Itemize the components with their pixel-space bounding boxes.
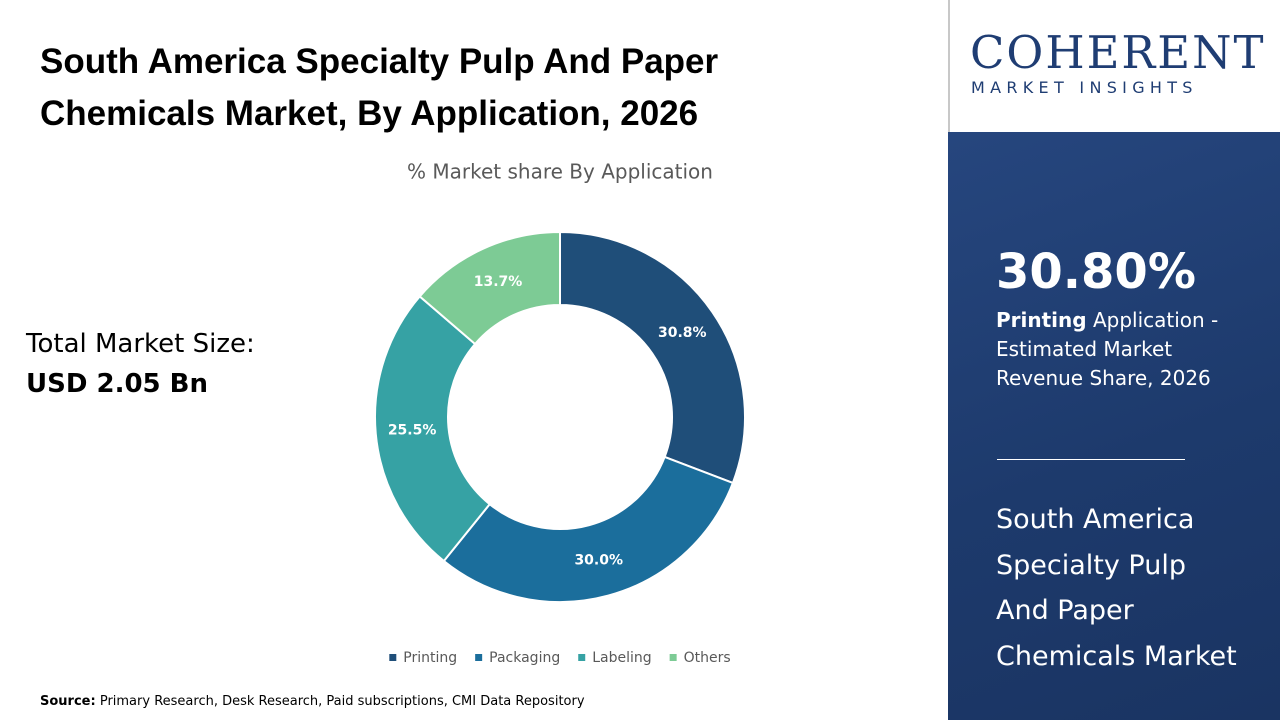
- legend-label: Printing: [403, 650, 457, 666]
- page-title: South America Specialty Pulp And Paper C…: [40, 36, 718, 140]
- market-size-label: Total Market Size:: [26, 329, 255, 359]
- data-label: 25.5%: [388, 423, 437, 439]
- source: Source: Primary Research, Desk Research,…: [40, 694, 585, 709]
- side-title-line: South America: [996, 504, 1195, 535]
- legend-label: Labeling: [592, 650, 651, 666]
- title-line: Chemicals Market, By Application, 2026: [40, 94, 699, 133]
- title-line: South America Specialty Pulp And Paper: [40, 42, 719, 81]
- legend-swatch: [669, 654, 677, 661]
- highlight-segment: Printing: [996, 308, 1087, 332]
- separator: [997, 459, 1185, 460]
- legend-swatch: [475, 654, 483, 661]
- highlight-text: Application - Estimated Market Revenue S…: [996, 308, 1219, 390]
- highlight-value: 30.80%: [996, 244, 1196, 300]
- donut-segment: [374, 295, 492, 563]
- side-title-line: Chemicals Market: [996, 640, 1237, 672]
- legend-label: Others: [684, 650, 731, 666]
- legend-swatch: [578, 654, 586, 661]
- market-size-value: USD 2.05 Bn: [26, 369, 208, 399]
- source-label: Source:: [40, 694, 96, 709]
- side-title-line: Specialty Pulp: [996, 549, 1186, 581]
- legend-swatch: [389, 654, 397, 661]
- logo-tagline: MARKET INSIGHTS: [971, 78, 1198, 97]
- donut-segment: [559, 230, 746, 485]
- data-label: 13.7%: [474, 274, 523, 290]
- data-label: 30.0%: [574, 552, 623, 568]
- side-title: South America Specialty Pulp And Paper C…: [996, 497, 1237, 679]
- chart-title: % Market share By Application: [407, 160, 713, 184]
- legend-label: Packaging: [489, 650, 560, 666]
- chart: % Market share By Application 30.8% 30.0%…: [374, 160, 746, 666]
- donut-segment: [418, 230, 561, 346]
- donut-segment: [442, 455, 735, 603]
- logo-name: COHERENT: [970, 26, 1266, 79]
- data-label: 30.8%: [658, 325, 707, 341]
- logo-area: [948, 0, 1280, 132]
- side-title-line: And Paper: [996, 595, 1134, 626]
- side-panel: [948, 132, 1280, 720]
- highlight-caption: Printing Application - Estimated Market …: [996, 306, 1226, 393]
- source-text: Primary Research, Desk Research, Paid su…: [99, 694, 585, 709]
- market-size: Total Market Size: USD 2.05 Bn: [26, 324, 255, 404]
